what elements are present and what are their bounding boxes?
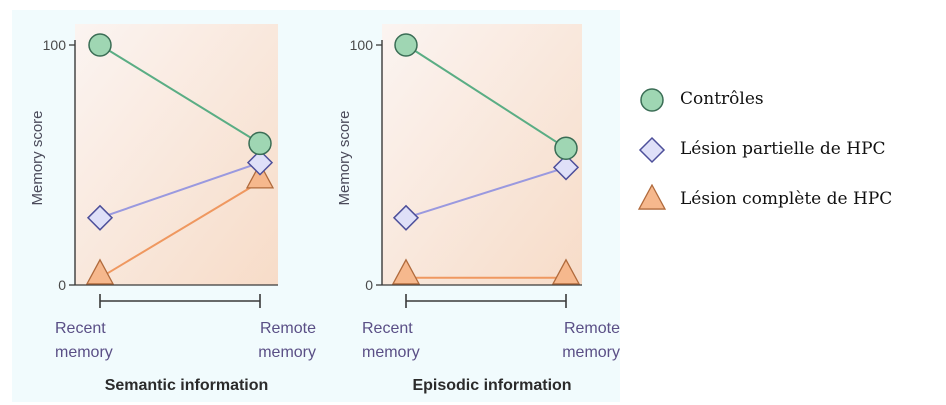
triangle-icon: [637, 184, 667, 210]
y-axis-label: Memory score: [336, 110, 353, 205]
x-tick-label: Remote memory: [258, 320, 316, 361]
chart-panel: 0 100 Memory score Recent memory Remote memory…: [29, 24, 316, 394]
data-point-lesion-complete-de-hpc: [85, 258, 115, 285]
legend-label: Lésion complète de HPC: [680, 189, 893, 209]
y-tick-label: 0: [58, 277, 66, 293]
data-point-lesion-partielle-de-hpc: [392, 204, 420, 231]
data-point-lesion-complete-de-hpc: [245, 162, 275, 189]
series-line-lesion-partielle-de-hpc: [405, 166, 567, 219]
legend-label: Contrôles: [680, 89, 764, 109]
data-point-controles: [248, 131, 272, 156]
x-tick-label: Recent memory: [362, 320, 420, 361]
diamond-icon: [638, 136, 666, 164]
data-point-lesion-complete-de-hpc: [391, 258, 421, 285]
data-point-controles: [394, 33, 418, 57]
series-line-controles: [99, 44, 261, 145]
circle-icon: [640, 88, 664, 112]
y-tick-label: 0: [365, 277, 373, 293]
legend-marker: [638, 136, 666, 164]
legend-marker: [637, 184, 667, 210]
data-point-lesion-complete-de-hpc: [551, 258, 581, 285]
y-tick-label: 100: [350, 37, 374, 53]
plot-area: [75, 24, 278, 285]
series-line-lesion-complete-de-hpc: [99, 180, 261, 279]
data-point-controles: [554, 136, 578, 160]
y-axis-label: Memory score: [29, 110, 46, 205]
series-line-lesion-partielle-de-hpc: [99, 161, 261, 219]
legend-marker: [640, 88, 664, 112]
chart-figure: 0 100 Memory score Recent memory Remote memory…: [12, 10, 620, 402]
legend-item-lesion-partielle: Lésion partielle de HPC: [632, 134, 942, 164]
series-line-controles: [405, 44, 567, 150]
chart-title: Episodic information: [412, 377, 571, 394]
chart-panel: 0 100 Memory score Recent memory Remote memory…: [336, 24, 620, 394]
plot-area: [382, 24, 582, 285]
data-point-lesion-partielle-de-hpc: [246, 149, 274, 176]
chart-title: Semantic information: [105, 377, 269, 394]
y-tick-label: 100: [43, 37, 67, 53]
legend-item-controles: Contrôles: [632, 84, 942, 114]
x-tick-label: Remote memory: [562, 320, 620, 361]
data-point-controles: [88, 33, 112, 57]
legend-item-lesion-complete: Lésion complète de HPC: [632, 184, 942, 214]
legend-label: Lésion partielle de HPC: [680, 139, 886, 159]
data-point-lesion-partielle-de-hpc: [86, 204, 114, 231]
x-tick-label: Recent memory: [55, 320, 113, 361]
data-point-lesion-partielle-de-hpc: [552, 154, 580, 181]
